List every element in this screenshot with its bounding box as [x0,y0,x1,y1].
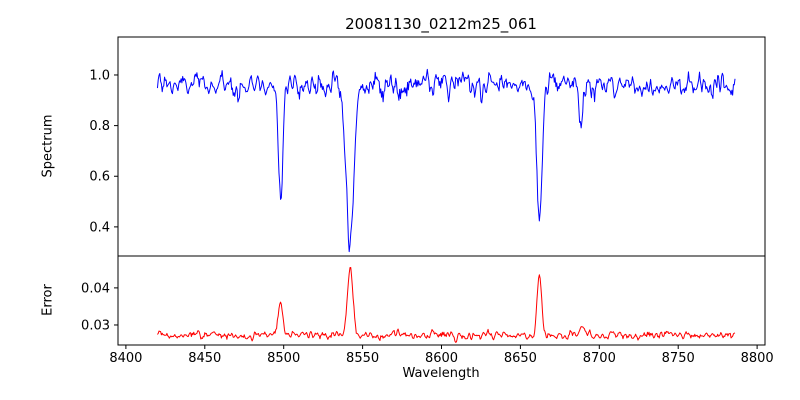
x-tick-label: 8400 [109,351,142,366]
x-tick-label: 8550 [346,351,379,366]
x-tick-label: 8500 [267,351,300,366]
error-line [157,266,736,343]
y-tick-label: 1.0 [89,68,110,83]
spectrum-panel-border [117,36,766,257]
x-tick-label: 8800 [741,351,774,366]
y-tick-label: 0.04 [81,281,110,296]
x-tick-label: 8650 [504,351,537,366]
xlabel: Wavelength [402,366,480,381]
x-tick-label: 8750 [662,351,695,366]
x-tick-label: 8700 [583,351,616,366]
x-tick-label: 8450 [188,351,221,366]
y-tick-label: 0.4 [89,220,110,235]
x-tick-label: 8600 [425,351,458,366]
y-tick-label: 0.6 [89,170,110,185]
spectrum-line [156,68,736,253]
y-tick-label: 0.03 [81,318,110,333]
y-tick-label: 0.8 [89,119,110,134]
chart-title: 20081130_0212m25_061 [345,15,537,33]
